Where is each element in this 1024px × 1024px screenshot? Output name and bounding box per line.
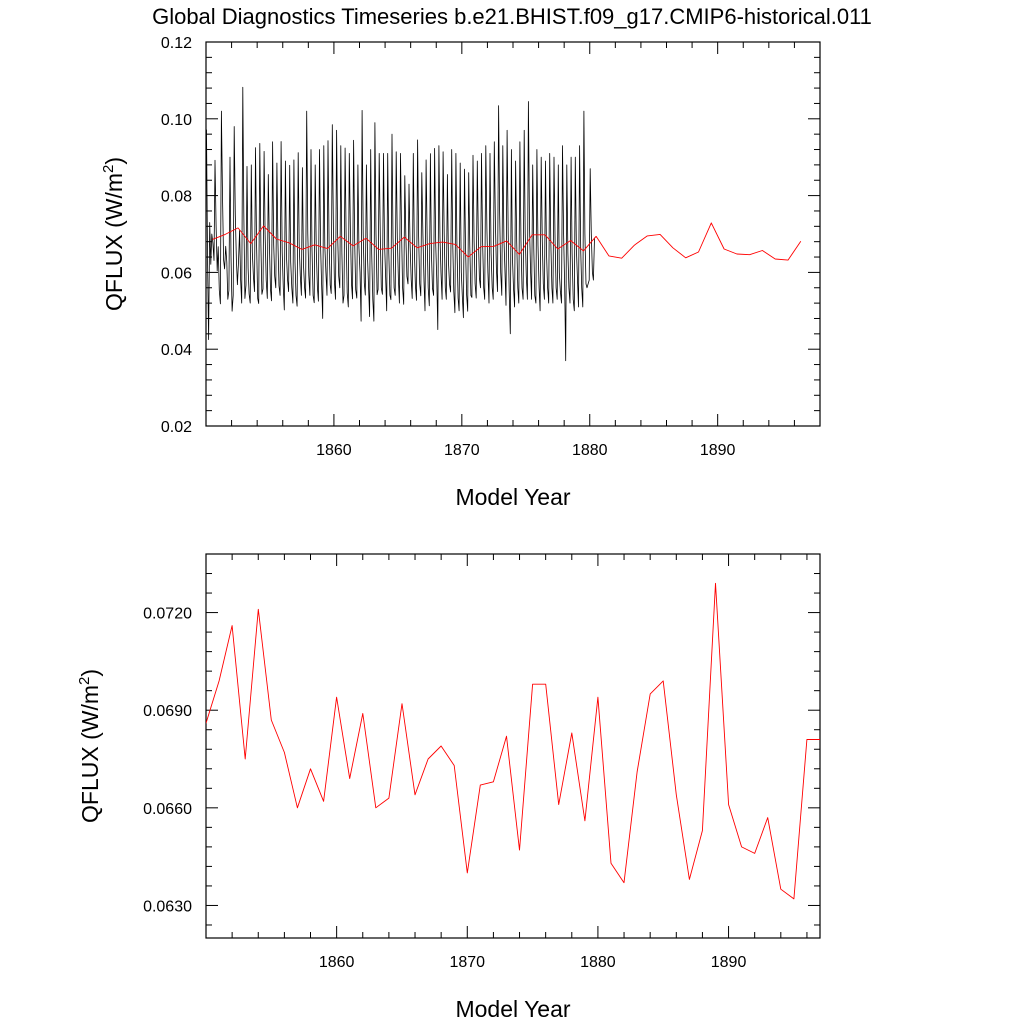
- bottom-tick-labels: 1860 1870 1880 1890 0.0630 0.0660 0.0690 0.0720: [143, 606, 746, 971]
- bottom-y-tick-label: 0.0690: [143, 703, 192, 720]
- bottom-panel: 1860 1870 1880 1890 0.0630 0.0660 0.0690 0.0720…: [76, 553, 821, 1022]
- top-tick-labels: 1860 1870 1880 1890 0.02 0.04 0.06 0.08 0.10 0.12: [161, 35, 736, 459]
- top-x-tick-label: 1890: [700, 442, 736, 459]
- bottom-series: [206, 582, 820, 900]
- bottom-annual-series-line: [206, 582, 820, 900]
- bottom-y-tick-label: 0.0720: [143, 606, 192, 623]
- top-y-tick-label: 0.04: [161, 342, 192, 359]
- top-x-tick-label: 1880: [572, 442, 608, 459]
- top-annual-series-line: [212, 222, 802, 261]
- chart-title: Global Diagnostics Timeseries b.e21.BHIS…: [152, 4, 872, 29]
- top-y-tick-label: 0.12: [161, 35, 192, 52]
- bottom-x-tick-label: 1880: [580, 954, 616, 971]
- top-y-axis-label-sup: 2: [100, 165, 117, 173]
- top-panel: 1860 1870 1880 1890 0.02 0.04 0.06 0.08 0.10 0.12…: [100, 35, 821, 510]
- top-series: [206, 86, 802, 362]
- bottom-x-tick-label: 1890: [711, 954, 747, 971]
- top-y-axis-label: QFLUX (W/m2): [100, 157, 127, 311]
- bottom-y-axis-label: QFLUX (W/m2): [76, 669, 103, 823]
- bottom-x-tick-label: 1870: [449, 954, 485, 971]
- top-y-tick-label: 0.10: [161, 112, 192, 129]
- top-y-axis-label-end: ): [101, 157, 127, 165]
- bottom-y-axis-label-sup: 2: [76, 677, 93, 685]
- bottom-y-tick-label: 0.0630: [143, 898, 192, 915]
- bottom-y-axis-label-end: ): [77, 669, 103, 677]
- bottom-x-tick-label: 1860: [319, 954, 355, 971]
- top-x-tick-label: 1860: [316, 442, 352, 459]
- top-x-tick-label: 1870: [444, 442, 480, 459]
- top-x-axis-label: Model Year: [455, 484, 570, 510]
- bottom-y-tick-label: 0.0660: [143, 801, 192, 818]
- top-plot-frame: [205, 41, 821, 427]
- bottom-x-axis-label: Model Year: [455, 996, 570, 1022]
- top-y-tick-label: 0.06: [161, 265, 192, 282]
- top-y-tick-label: 0.02: [161, 419, 192, 436]
- top-y-axis-label-main: QFLUX (W/m: [101, 173, 127, 311]
- bottom-ticks: [205, 553, 820, 938]
- top-monthly-series-line: [206, 86, 595, 362]
- bottom-plot-frame: [205, 553, 821, 939]
- top-ticks: [205, 41, 821, 427]
- bottom-y-axis-label-main: QFLUX (W/m: [77, 685, 103, 823]
- top-y-tick-label: 0.08: [161, 189, 192, 206]
